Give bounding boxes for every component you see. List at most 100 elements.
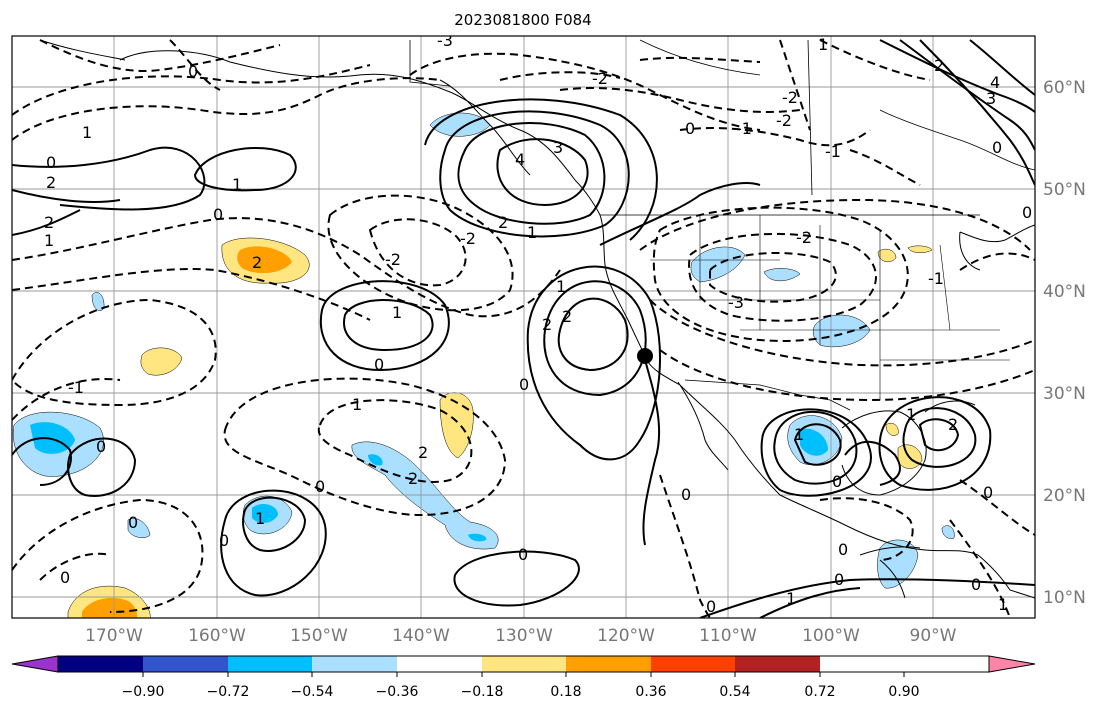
contour-label: 0 <box>219 531 229 550</box>
lon-label: 140°W <box>392 626 450 646</box>
map-area: 0 1 0 2 2 1 1 0 2 -2 1 0 -1 1 2 2 0 0 0 … <box>12 35 1035 618</box>
contour-label: 2 <box>562 307 572 326</box>
contour-label: -3 <box>728 293 744 312</box>
colorbar-segment <box>651 656 735 672</box>
shade-negative-region <box>690 246 746 283</box>
contour-label: 3 <box>986 89 996 108</box>
contour-label: 1 <box>255 509 265 528</box>
contour-label: 4 <box>990 73 1000 92</box>
contour-label: 2 <box>252 253 262 272</box>
contour-label: -2 <box>782 88 798 107</box>
colorbar-tick-label: −0.36 <box>376 684 419 700</box>
contour-label: 0 <box>681 485 691 504</box>
contour-label: 1 <box>82 123 92 142</box>
contour-label: 2 <box>948 415 958 434</box>
contour-label: 0 <box>834 570 844 589</box>
contour-label: 1 <box>998 595 1008 614</box>
lat-label: 50°N <box>1043 180 1086 200</box>
colorbar-tick-label: −0.90 <box>122 684 165 700</box>
contour-label: 2 <box>408 469 418 488</box>
contour-label: 0 <box>838 540 848 559</box>
lat-label: 60°N <box>1043 78 1086 98</box>
shade-negative-region <box>127 518 151 538</box>
contour-label: -2 <box>460 229 476 248</box>
shade-positive-region <box>885 422 899 436</box>
colorbar-tick-label: 0.90 <box>888 684 919 700</box>
contour-labels: 0 1 0 2 2 1 1 0 2 -2 1 0 -1 1 2 2 0 0 0 … <box>44 35 1032 616</box>
lon-label: 150°W <box>290 626 348 646</box>
lat-label: 10°N <box>1043 588 1086 608</box>
colorbar-tick-label: 0.72 <box>804 684 835 700</box>
lon-label: 100°W <box>802 626 860 646</box>
contour-label: 0 <box>971 575 981 594</box>
contour-label: 0 <box>518 545 528 564</box>
contour-label: 2 <box>934 56 944 75</box>
contour-label: 1 <box>906 405 916 424</box>
shade-positive-core <box>237 246 292 274</box>
colorbar-tick-label: −0.18 <box>461 684 504 700</box>
colorbar-segment <box>143 656 228 672</box>
colorbar: −0.90 −0.72 −0.54 −0.36 −0.18 0.18 0.36 … <box>11 655 1036 700</box>
contour-label: 2 <box>418 443 428 462</box>
lat-label: 40°N <box>1043 282 1086 302</box>
contour-label: 0 <box>685 119 695 138</box>
lon-label: 120°W <box>597 626 655 646</box>
gridlines <box>12 36 1035 618</box>
contour-label: 1 <box>44 231 54 250</box>
contour-label: 1 <box>527 223 537 242</box>
location-marker <box>637 348 653 364</box>
lon-label: 110°W <box>699 626 757 646</box>
contour-label: 2 <box>44 213 54 232</box>
colorbar-extend-low <box>11 655 59 673</box>
contour-label: 0 <box>128 513 138 532</box>
colorbar-ticks <box>142 672 905 677</box>
shade-negative-core <box>252 504 278 523</box>
lat-label: 20°N <box>1043 486 1086 506</box>
shade-negative-region <box>941 525 955 539</box>
shade-positive-region <box>877 248 897 263</box>
contour-label: 4 <box>515 150 525 169</box>
contour-label: 3 <box>553 138 563 157</box>
colorbar-outline <box>57 655 990 673</box>
shade-positive-region <box>140 347 183 376</box>
contour-label: -2 <box>776 111 792 130</box>
contour-label: 0 <box>832 472 842 491</box>
shade-positive-core <box>82 597 138 618</box>
contour-label: 1 <box>232 175 242 194</box>
colorbar-segment <box>735 656 820 672</box>
shade-positive-region <box>907 245 933 253</box>
colorbar-segment <box>566 656 651 672</box>
contour-label: -1 <box>736 119 752 138</box>
contour-label: 0 <box>188 62 198 81</box>
contour-label: 1 <box>392 303 402 322</box>
colorbar-tick-label: 0.36 <box>635 684 666 700</box>
shade-negative-core <box>368 454 383 466</box>
map-title: 2023081800 F084 <box>454 11 591 29</box>
contour-label: -2 <box>592 69 608 88</box>
contour-label: 2 <box>542 315 552 334</box>
contour-label: -1 <box>825 142 841 161</box>
contour-label: 1 <box>818 35 828 54</box>
shade-negative-region <box>812 314 871 348</box>
colorbar-tick-label: −0.72 <box>207 684 250 700</box>
contour-label: 0 <box>1022 203 1032 222</box>
contour-label: 1 <box>556 277 566 296</box>
contour-label: -1 <box>928 269 944 288</box>
contour-label: 0 <box>60 568 70 587</box>
lat-label: 30°N <box>1043 384 1086 404</box>
contour-label: 1 <box>794 425 804 444</box>
colorbar-tick-label: −0.54 <box>291 684 334 700</box>
contour-label: 1 <box>786 589 796 608</box>
colorbar-extend-high <box>988 655 1036 673</box>
contour-label: 0 <box>213 205 223 224</box>
contour-label: 0 <box>706 597 716 616</box>
shade-negative-core <box>800 428 828 456</box>
lon-label: 130°W <box>495 626 553 646</box>
colorbar-tick-label: 0.54 <box>719 684 750 700</box>
colorbar-segment <box>312 656 397 672</box>
colorbar-segment <box>482 656 566 672</box>
shade-negative-core <box>468 533 487 542</box>
latitude-labels: 60°N 50°N 40°N 30°N 20°N 10°N <box>1043 78 1086 608</box>
contour-label: 0 <box>519 375 529 394</box>
